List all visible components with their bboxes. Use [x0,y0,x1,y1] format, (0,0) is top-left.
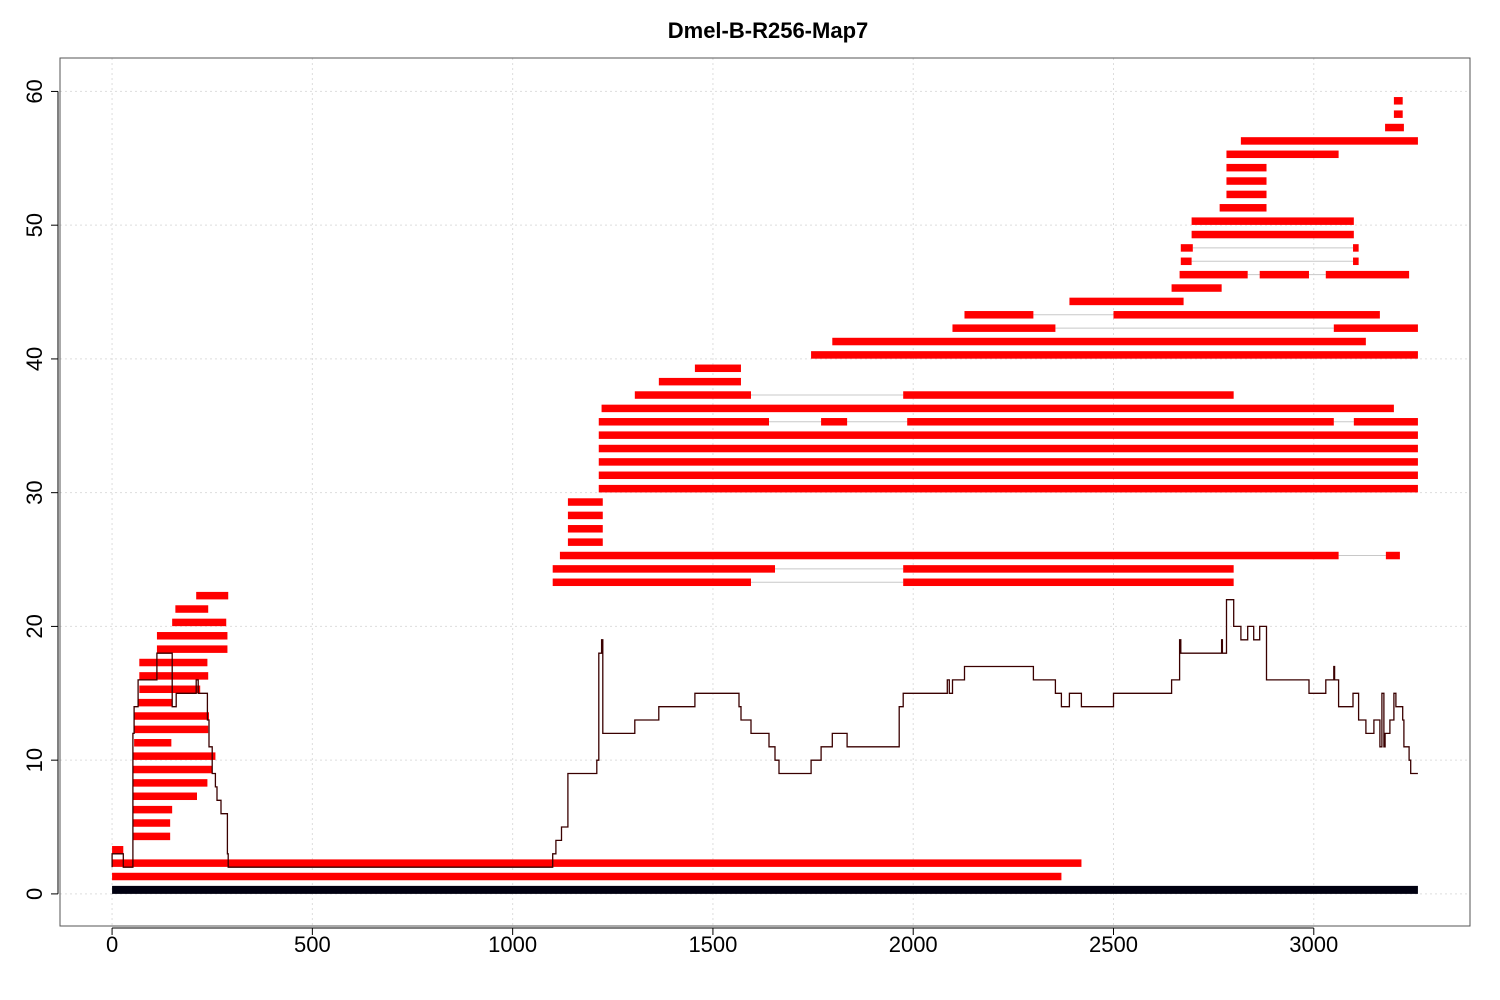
alignment-block [134,725,209,734]
alignment-block [907,418,1334,426]
alignment-block [112,859,1082,867]
alignment-block [1226,163,1267,172]
alignment-block [156,632,228,640]
y-tick-label: 40 [22,347,47,371]
alignment-block [1385,551,1400,560]
alignment-block [598,484,1418,493]
alignment-block [567,511,603,520]
alignment-block [139,685,201,694]
alignment-block [1353,257,1359,266]
alignment-block [694,364,741,373]
alignment-block [132,832,171,841]
alignment-block [598,418,770,426]
alignment-block [567,538,603,546]
y-tick-label: 50 [22,213,47,237]
alignment-block [1180,257,1192,266]
alignment-block [196,591,229,600]
alignment-block [832,337,1366,346]
grid-lines [60,58,1470,926]
alignment-block [1226,177,1267,185]
alignment-block [598,458,1418,466]
alignment-block [132,765,213,774]
alignment-block [634,391,751,399]
y-tick-label: 20 [22,614,47,638]
alignment-block [138,698,173,707]
alignment-block [175,605,209,613]
alignment-block [1393,97,1403,105]
alignment-block [567,498,603,506]
alignment-block [1240,137,1418,145]
y-axis: 0 10 20 30 40 50 60 [22,79,59,900]
x-tick-label: 2500 [1089,932,1138,957]
alignment-block [132,805,173,814]
alignment-block [1333,324,1418,332]
coverage-profile [111,599,1418,868]
alignment-block [952,324,1056,332]
x-tick-label: 500 [294,932,331,957]
alignment-block [903,578,1234,587]
chart-title: Dmel-B-R256-Map7 [668,18,869,43]
x-tick-label: 2000 [889,932,938,957]
alignment-block [112,872,1062,881]
alignment-block [1180,244,1193,252]
alignment-block [1259,270,1309,279]
alignment-block [139,658,208,667]
x-tick-label: 3000 [1289,932,1338,957]
alignment-block [1353,244,1359,252]
alignment-block [132,752,216,760]
alignment-block [1113,311,1380,319]
plot-frame [59,57,1471,927]
alignment-block [598,431,1418,439]
alignment-block [658,377,741,386]
alignment-block [1171,284,1222,292]
alignment-block [598,444,1418,453]
alignment-block [1191,230,1354,239]
alignment-tracks [112,97,1418,881]
alignment-block [559,551,1339,560]
alignment-block [903,391,1234,399]
alignment-block [1179,270,1248,279]
y-tick-label: 30 [22,480,47,504]
alignment-block [1226,150,1339,159]
alignment-block [132,819,171,827]
y-tick-label: 0 [22,888,47,900]
alignment-block [112,846,124,854]
alignment-block [821,418,848,426]
alignment-block [156,645,228,653]
alignment-block [903,565,1234,573]
alignment-block [1191,217,1354,225]
alignment-block [1219,204,1267,212]
alignment-block [132,779,208,787]
alignment-block [1385,123,1404,132]
y-tick-label: 10 [22,748,47,772]
x-axis: 0 500 1000 1500 2000 2500 3000 [106,927,1338,957]
x-tick-label: 0 [106,932,118,957]
alignment-block [134,739,172,747]
alignment-block [139,672,209,680]
alignment-block [134,712,210,720]
alignment-block [1226,190,1267,199]
alignment-block [811,351,1418,359]
alignment-block [601,404,1394,413]
alignment-block [132,792,197,801]
alignment-block [1325,270,1410,279]
alignment-block [567,525,603,533]
reference-segment [112,885,1418,894]
coverage-line [111,599,1418,868]
alignment-block [1393,110,1403,118]
alignment-block [598,471,1418,480]
x-tick-label: 1000 [488,932,537,957]
alignment-block [552,578,751,587]
alignment-block [964,311,1034,319]
x-tick-label: 1500 [688,932,737,957]
reference-track [112,885,1418,894]
alignment-block [1353,418,1418,426]
y-tick-label: 60 [22,79,47,103]
alignment-block [172,618,227,627]
alignment-block [552,565,776,573]
alignment-block [1069,297,1184,306]
